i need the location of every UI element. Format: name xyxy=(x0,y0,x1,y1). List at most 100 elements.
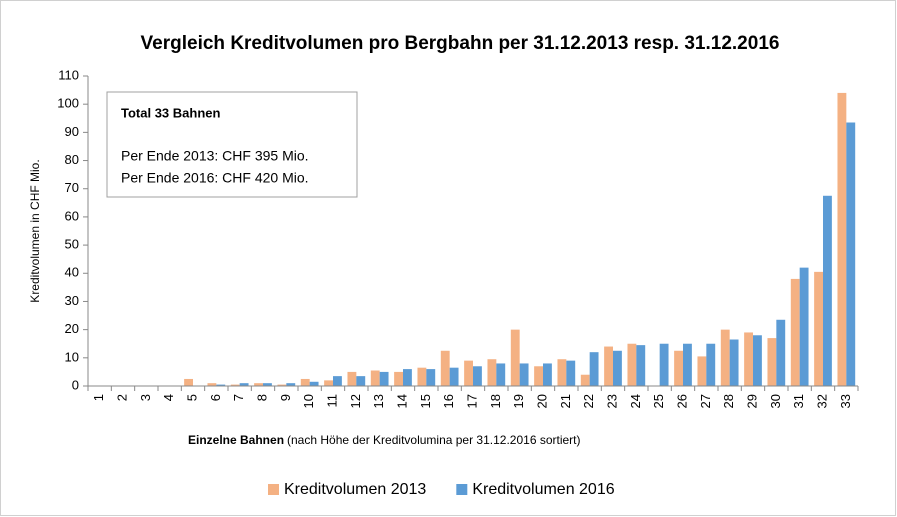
x-tick-label: 28 xyxy=(721,394,736,408)
bar xyxy=(403,369,412,386)
bar xyxy=(776,319,786,386)
bar xyxy=(487,359,497,386)
x-tick-label: 31 xyxy=(791,394,806,408)
x-tick-label: 6 xyxy=(208,394,223,401)
y-tick-label: 40 xyxy=(65,265,79,280)
bar xyxy=(720,329,730,386)
bar xyxy=(659,343,669,386)
y-tick-label: 50 xyxy=(65,237,79,252)
x-tick-label: 29 xyxy=(744,394,759,408)
legend-swatch xyxy=(268,484,279,495)
x-tick-label: 32 xyxy=(814,394,829,408)
x-tick-label: 23 xyxy=(604,394,619,408)
bar xyxy=(440,350,450,386)
bar xyxy=(814,271,823,386)
chart-title: Vergleich Kreditvolumen pro Bergbahn per… xyxy=(141,33,780,54)
bar xyxy=(370,370,380,386)
bar xyxy=(744,332,753,386)
bar xyxy=(496,363,506,386)
y-tick-label: 80 xyxy=(65,152,79,167)
bar xyxy=(230,384,240,386)
bar xyxy=(394,371,403,386)
y-tick-label: 60 xyxy=(65,208,79,223)
legend-swatch xyxy=(456,484,468,495)
bar xyxy=(557,359,567,386)
legend-label: Kreditvolumen 2013 xyxy=(284,481,426,498)
x-tick-label: 8 xyxy=(254,394,269,401)
bar xyxy=(286,383,296,386)
bar xyxy=(207,383,217,386)
x-tick-label: 4 xyxy=(161,394,176,401)
bar xyxy=(683,343,692,386)
x-tick-label: 18 xyxy=(488,394,503,408)
bar xyxy=(674,350,683,386)
bar xyxy=(697,356,707,386)
x-tick-label: 11 xyxy=(324,394,339,408)
x-tick-label: 33 xyxy=(838,394,853,408)
y-tick-label: 90 xyxy=(65,124,79,139)
bar xyxy=(324,380,333,386)
x-axis-note: (nach Höhe der Kreditvolumina per 31.12.… xyxy=(287,433,581,447)
bar xyxy=(604,346,613,386)
x-tick-label: 1 xyxy=(91,394,106,401)
x-tick-label: 22 xyxy=(581,394,596,408)
x-tick-label: 15 xyxy=(418,394,433,408)
bar xyxy=(449,367,459,386)
x-tick-label: 26 xyxy=(674,394,689,408)
y-tick-label: 0 xyxy=(72,377,79,392)
bar xyxy=(417,367,427,386)
annotation-box xyxy=(106,91,358,198)
x-tick-label: 13 xyxy=(371,394,386,408)
x-tick-label: 19 xyxy=(511,394,526,408)
x-tick-label: 5 xyxy=(184,394,199,401)
bar xyxy=(589,352,599,386)
bar xyxy=(239,383,249,386)
bar xyxy=(627,343,637,386)
y-tick-label: 110 xyxy=(58,67,79,82)
bar xyxy=(543,363,552,386)
bar xyxy=(309,381,319,386)
bar xyxy=(300,378,310,386)
bar xyxy=(510,329,520,386)
bar xyxy=(534,366,543,386)
bar xyxy=(580,374,590,386)
bar xyxy=(519,363,529,386)
bar xyxy=(356,376,366,386)
legend-label: Kreditvolumen 2016 xyxy=(472,481,614,498)
x-tick-label: 30 xyxy=(768,394,783,408)
bar xyxy=(473,366,482,386)
x-tick-label: 10 xyxy=(301,394,316,408)
bar xyxy=(333,376,342,386)
bar xyxy=(837,92,847,386)
x-tick-label: 27 xyxy=(698,394,713,408)
bar xyxy=(790,278,800,386)
x-tick-label: 21 xyxy=(558,394,573,408)
y-tick-label: 100 xyxy=(57,96,79,111)
x-tick-label: 14 xyxy=(394,394,409,408)
bar xyxy=(729,339,739,386)
bar xyxy=(216,384,226,386)
x-tick-label: 3 xyxy=(138,394,153,401)
x-tick-label: 24 xyxy=(628,394,643,408)
bar xyxy=(636,345,646,386)
bar xyxy=(799,267,809,386)
x-tick-label: 17 xyxy=(464,394,479,408)
y-axis-label: Kreditvolumen in CHF Mio. xyxy=(28,159,42,302)
bar xyxy=(379,371,389,386)
y-tick-label: 20 xyxy=(65,321,79,336)
bar xyxy=(254,383,263,386)
x-tick-label: 12 xyxy=(348,394,363,408)
x-tick-label: 16 xyxy=(441,394,456,408)
annotation-line: Per Ende 2016: CHF 420 Mio. xyxy=(121,170,309,186)
bar xyxy=(706,343,716,386)
y-tick-label: 10 xyxy=(65,349,79,364)
x-tick-label: 20 xyxy=(534,394,549,408)
bar xyxy=(566,360,576,386)
bar xyxy=(426,369,436,386)
x-tick-label: 9 xyxy=(278,394,293,401)
bar xyxy=(347,371,357,386)
x-axis-label: Einzelne Bahnen xyxy=(188,433,284,447)
annotation-heading: Total 33 Bahnen xyxy=(121,105,221,120)
